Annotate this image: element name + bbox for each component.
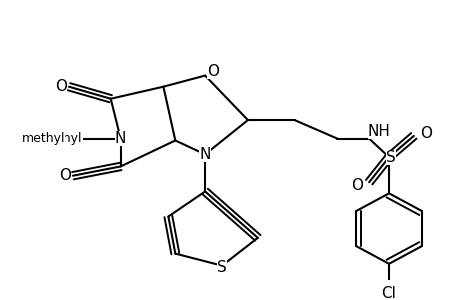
Text: methyl: methyl [39,132,83,145]
Text: N: N [199,147,210,162]
Text: O: O [351,178,363,194]
Text: N: N [115,131,126,146]
Text: O: O [59,168,71,183]
Text: S: S [385,150,395,165]
Text: O: O [55,79,67,94]
Text: O: O [419,127,431,142]
Text: methyl: methyl [22,132,65,145]
Text: O: O [207,64,218,80]
Text: NH: NH [367,124,390,139]
Text: Cl: Cl [381,286,396,300]
Text: S: S [217,260,226,275]
